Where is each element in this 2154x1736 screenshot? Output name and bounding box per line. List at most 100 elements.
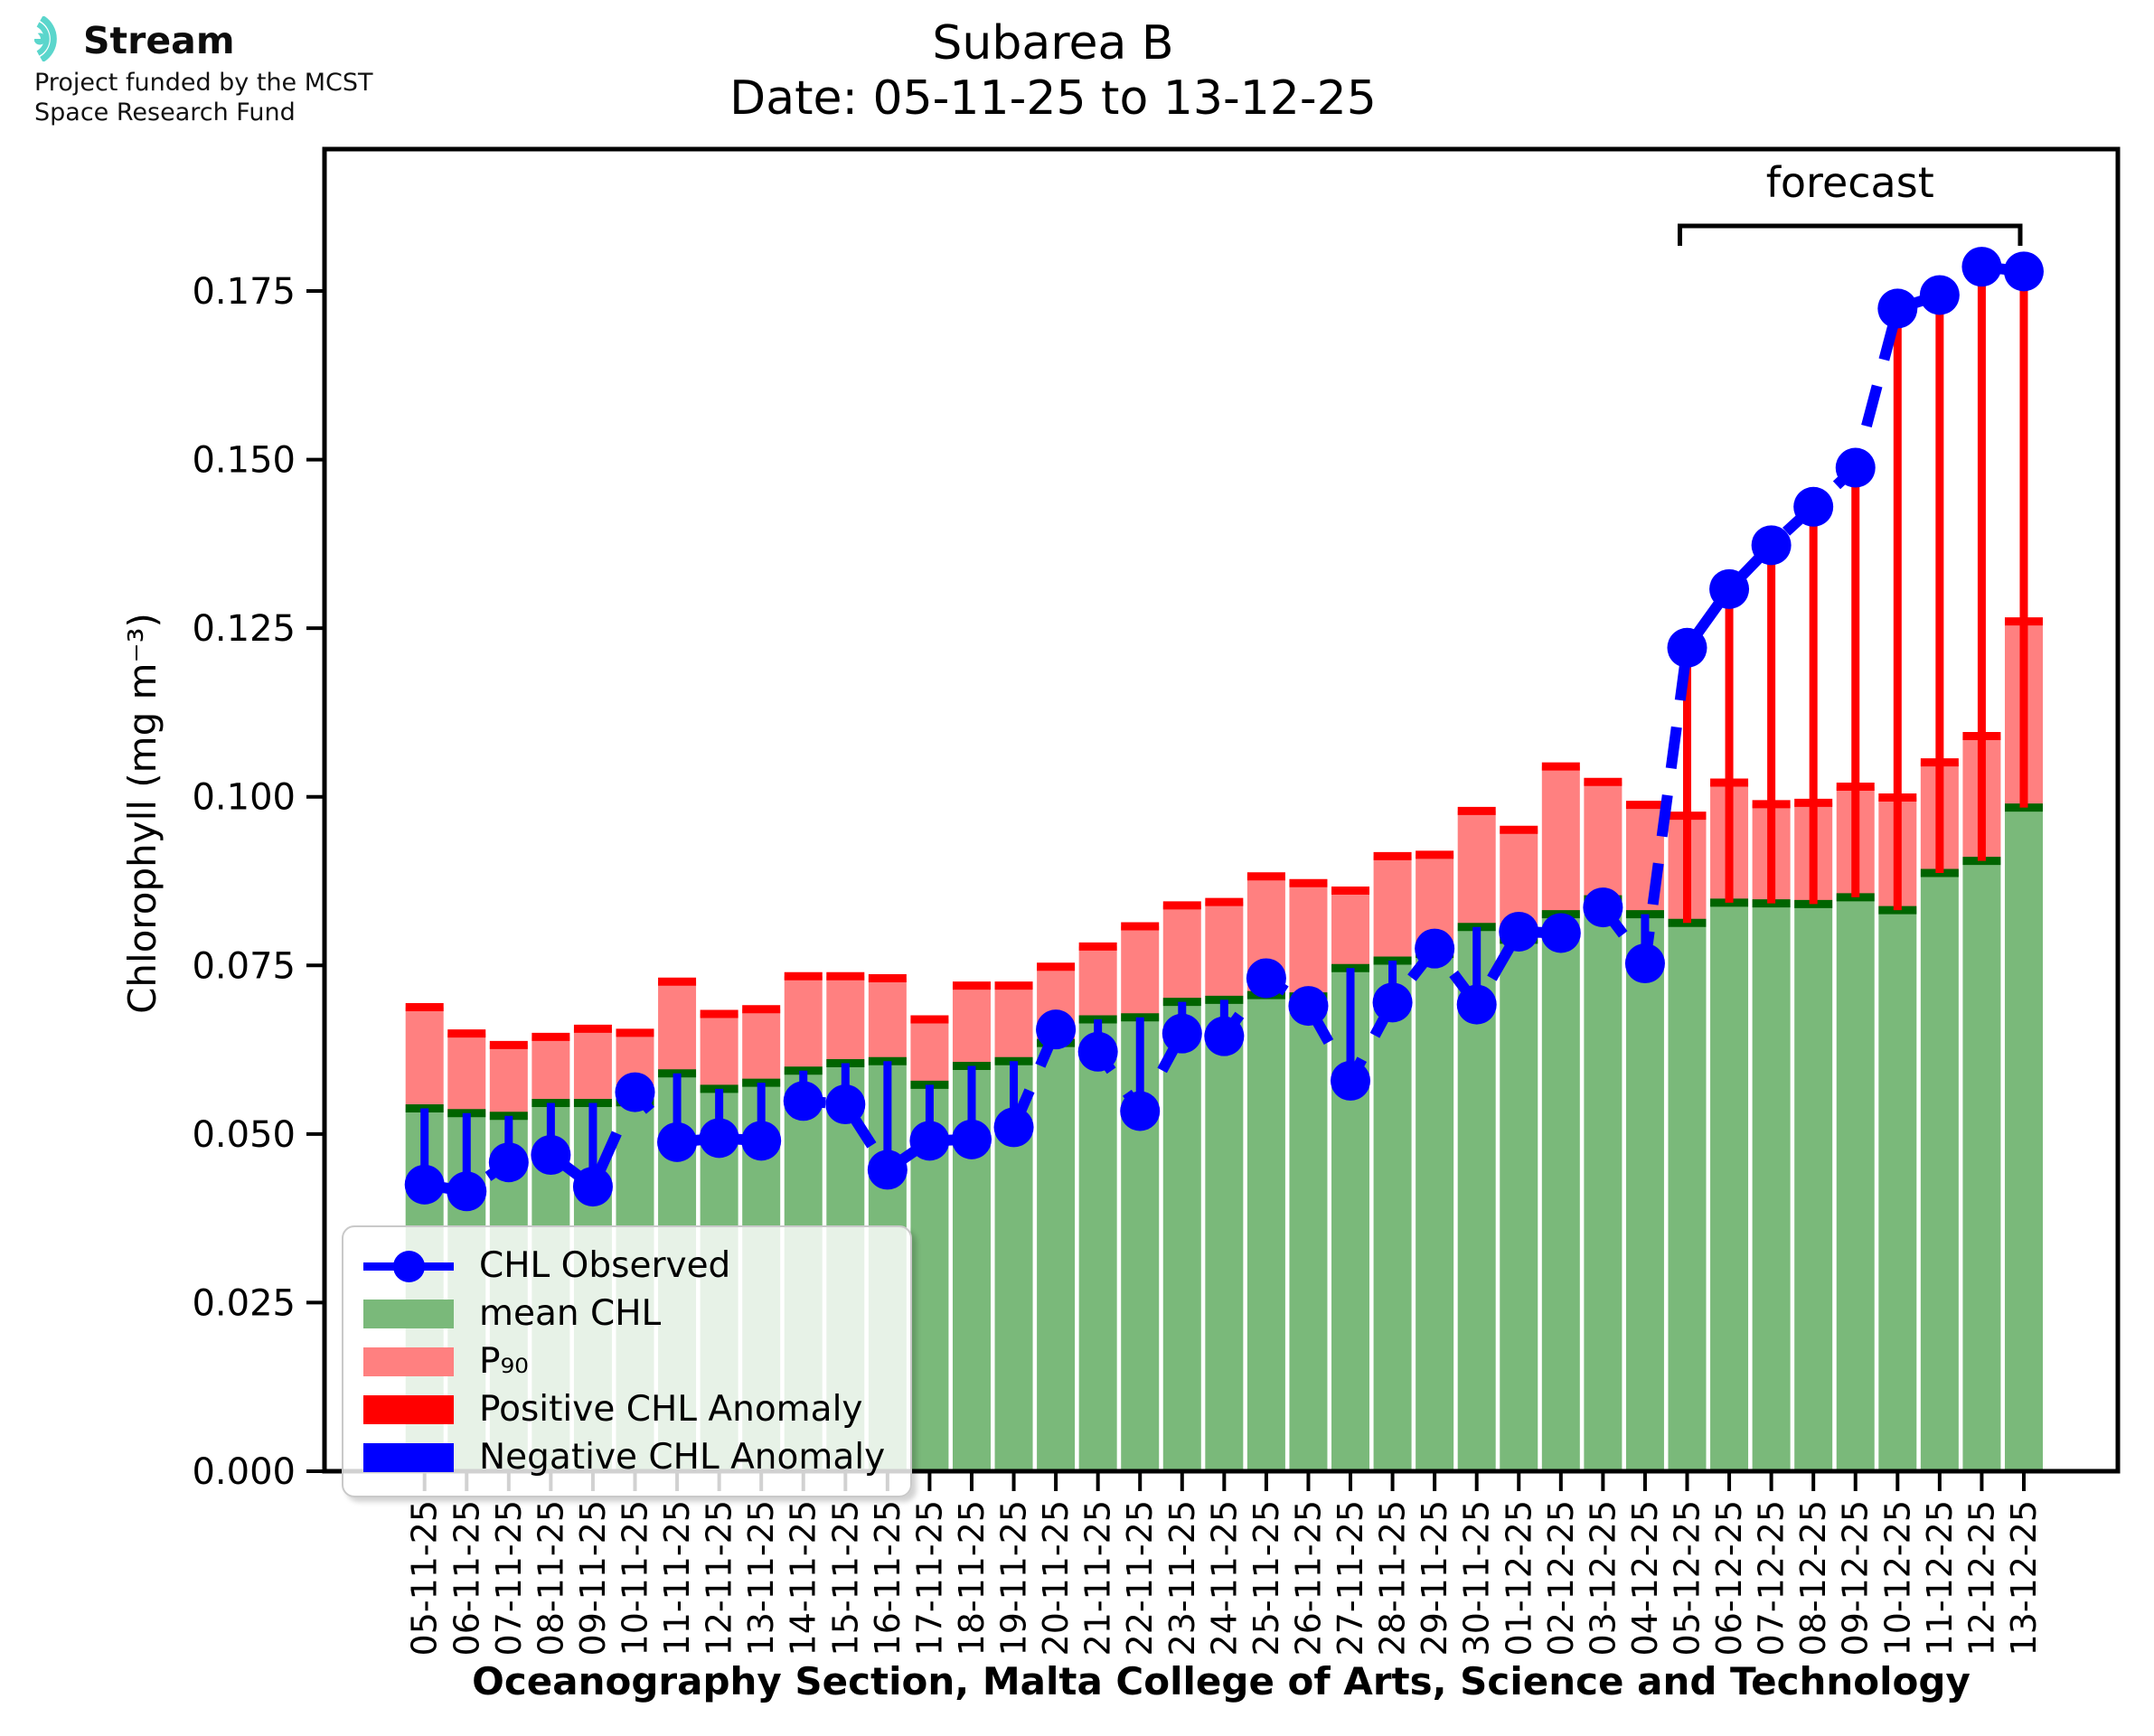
y-tick-label: 0.025 <box>192 1282 296 1324</box>
p90-bar <box>1584 782 1623 900</box>
chl-observed-point <box>2003 251 2044 292</box>
chl-observed-point <box>447 1171 487 1212</box>
x-tick-label: 01-12-25 <box>1499 1500 1538 1656</box>
negative-anomaly-swatch <box>363 1442 454 1472</box>
chl-observed-point <box>1793 486 1834 527</box>
chl-observed-point <box>1835 447 1876 488</box>
mean-chl-bar <box>1878 910 1917 1471</box>
stream-logo: Stream Project funded by the MCST Space … <box>33 14 373 128</box>
x-tick-label: 10-11-25 <box>616 1500 655 1656</box>
chl-observed-point <box>951 1119 992 1159</box>
p90-bar <box>1457 811 1496 927</box>
x-tick-label: 30-11-25 <box>1457 1500 1497 1656</box>
forecast-label: forecast <box>1766 158 1934 207</box>
mean-chl-bar <box>1500 939 1538 1471</box>
legend-item-chl-observed: CHL Observed <box>363 1242 885 1290</box>
x-tick-label: 09-12-25 <box>1836 1500 1876 1656</box>
p90-bar <box>784 976 823 1071</box>
chl-observed-point <box>1372 982 1413 1023</box>
mean-chl-bar <box>1037 1043 1076 1471</box>
mean-chl-bar <box>1920 873 1959 1471</box>
y-tick-label: 0.075 <box>192 945 296 987</box>
x-tick-label: 26-11-25 <box>1288 1500 1328 1656</box>
x-tick-label: 06-12-25 <box>1709 1500 1749 1656</box>
p90-bar <box>826 976 865 1064</box>
x-tick-label: 13-11-25 <box>741 1500 781 1656</box>
p90-bar <box>489 1045 528 1116</box>
x-tick-label: 19-11-25 <box>994 1500 1034 1656</box>
mean-chl-swatch <box>363 1299 454 1328</box>
p90-bar <box>1331 890 1370 969</box>
x-tick-label: 13-12-25 <box>2004 1500 2044 1656</box>
chl-observed-point <box>1751 525 1792 566</box>
mean-chl-bar <box>1794 904 1833 1471</box>
chl-observed-point <box>867 1150 908 1190</box>
p90-bar <box>994 985 1033 1062</box>
mean-chl-bar <box>1836 896 1875 1471</box>
x-tick-label: 18-11-25 <box>952 1500 992 1656</box>
mean-chl-bar <box>1162 1001 1201 1471</box>
p90-bar <box>405 1007 444 1109</box>
chl-observed-point <box>531 1134 571 1175</box>
x-tick-label: 14-11-25 <box>784 1500 823 1656</box>
x-tick-label: 10-12-25 <box>1877 1500 1917 1656</box>
p90-bar <box>742 1009 781 1084</box>
chl-observed-point <box>657 1121 698 1162</box>
y-tick-label: 0.000 <box>192 1451 296 1493</box>
x-axis-label: Oceanography Section, Malta College of A… <box>472 1659 1971 1703</box>
p90-bar <box>573 1028 612 1103</box>
chl-observed-point <box>783 1081 823 1121</box>
p90-bar <box>658 981 697 1074</box>
p90-bar <box>910 1018 949 1085</box>
p90-swatch <box>363 1347 454 1376</box>
chart-title: Subarea B Date: 05-11-25 to 13-12-25 <box>0 16 2106 127</box>
chl-observed-point <box>909 1121 950 1161</box>
chl-observed-point <box>1499 911 1539 952</box>
x-tick-label: 07-12-25 <box>1752 1500 1792 1656</box>
y-tick-label: 0.050 <box>192 1114 296 1156</box>
legend-item-positive-anomaly: Positive CHL Anomaly <box>363 1385 885 1433</box>
forecast-bracket <box>1678 223 2023 246</box>
chl-observed-point <box>1120 1091 1161 1131</box>
x-tick-label: 20-11-25 <box>1036 1500 1076 1656</box>
p90-bar <box>1121 926 1160 1018</box>
chart-legend: CHL Observed mean CHL P₉₀ Positive CHL A… <box>342 1225 913 1497</box>
chl-observed-point <box>1036 1009 1077 1050</box>
chl-observed-point <box>825 1084 866 1125</box>
x-tick-label: 07-11-25 <box>489 1500 529 1656</box>
legend-item-negative-anomaly: Negative CHL Anomaly <box>363 1433 885 1481</box>
p90-bar <box>1373 856 1412 962</box>
mean-chl-bar <box>1584 899 1623 1471</box>
x-tick-label: 27-11-25 <box>1331 1500 1370 1656</box>
x-tick-label: 16-11-25 <box>868 1500 908 1656</box>
p90-bar <box>1541 766 1580 915</box>
mean-chl-bar <box>1205 999 1244 1471</box>
x-tick-label: 04-12-25 <box>1625 1500 1665 1656</box>
stream-waves-icon <box>33 14 78 65</box>
x-tick-label: 05-11-25 <box>405 1500 445 1656</box>
mean-chl-bar <box>1373 961 1412 1471</box>
x-tick-label: 24-11-25 <box>1204 1500 1244 1656</box>
chl-observed-point <box>1540 913 1581 953</box>
x-tick-label: 09-11-25 <box>573 1500 613 1656</box>
positive-anomaly-swatch <box>363 1394 454 1424</box>
chl-observed-point <box>1204 1016 1245 1056</box>
mean-chl-bar <box>1962 860 2001 1471</box>
title-line1: Subarea B <box>932 16 1174 70</box>
chl-observed-point <box>741 1121 782 1161</box>
chl-observed-point <box>1709 568 1750 609</box>
x-tick-label: 12-12-25 <box>1961 1500 2001 1656</box>
p90-bar <box>447 1033 486 1113</box>
x-tick-label: 02-12-25 <box>1541 1500 1581 1656</box>
x-tick-label: 22-11-25 <box>1120 1500 1160 1656</box>
x-tick-label: 08-11-25 <box>531 1500 570 1656</box>
y-tick-label: 0.125 <box>192 608 296 650</box>
chl-observed-point <box>993 1107 1034 1148</box>
p90-bar <box>1078 946 1117 1019</box>
x-tick-label: 28-11-25 <box>1373 1500 1413 1656</box>
x-tick-label: 11-11-25 <box>657 1500 697 1656</box>
chl-observed-point <box>1077 1031 1118 1072</box>
chl-observed-point <box>488 1142 529 1183</box>
chl-observed-point <box>1961 247 2002 287</box>
